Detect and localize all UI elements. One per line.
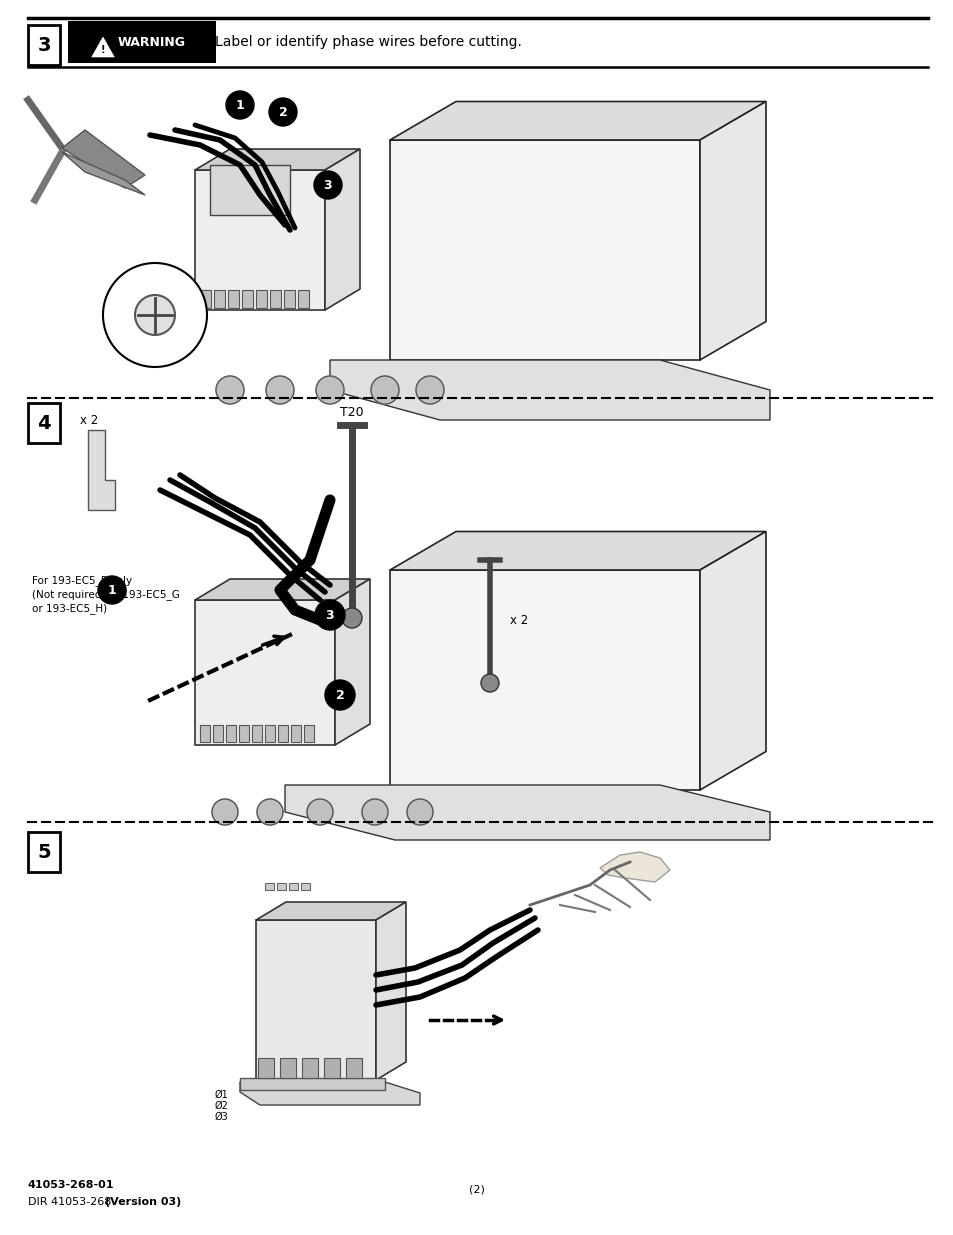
Text: WARNING: WARNING bbox=[118, 36, 186, 48]
Bar bbox=[276, 883, 286, 890]
Bar bbox=[301, 883, 310, 890]
Text: 1: 1 bbox=[108, 583, 116, 597]
Circle shape bbox=[371, 375, 398, 404]
Bar bbox=[194, 600, 335, 745]
Bar bbox=[252, 725, 262, 742]
Circle shape bbox=[266, 375, 294, 404]
Text: Label or identify phase wires before cutting.: Label or identify phase wires before cut… bbox=[214, 35, 521, 49]
Bar bbox=[257, 1058, 274, 1078]
Bar bbox=[277, 725, 288, 742]
Bar bbox=[28, 25, 60, 65]
Text: Ø1: Ø1 bbox=[214, 1091, 228, 1100]
Text: (Version 03): (Version 03) bbox=[105, 1197, 181, 1207]
Polygon shape bbox=[335, 579, 370, 745]
Bar bbox=[346, 1058, 361, 1078]
Bar bbox=[68, 21, 215, 63]
Bar bbox=[255, 290, 267, 308]
Circle shape bbox=[314, 600, 345, 630]
Polygon shape bbox=[325, 149, 359, 310]
Circle shape bbox=[103, 263, 207, 367]
Circle shape bbox=[325, 680, 355, 710]
Bar bbox=[213, 725, 223, 742]
Polygon shape bbox=[90, 35, 116, 58]
Circle shape bbox=[256, 799, 283, 825]
Bar bbox=[304, 725, 314, 742]
Bar bbox=[200, 290, 211, 308]
Bar bbox=[291, 725, 301, 742]
Bar bbox=[390, 140, 700, 359]
Bar bbox=[28, 832, 60, 872]
Text: 3: 3 bbox=[37, 36, 51, 54]
Polygon shape bbox=[700, 101, 765, 359]
Circle shape bbox=[212, 799, 237, 825]
Text: For 193-EC5_F only
(Not required for 193-EC5_G
or 193-EC5_H): For 193-EC5_F only (Not required for 193… bbox=[32, 576, 180, 614]
Bar bbox=[239, 725, 249, 742]
Polygon shape bbox=[330, 359, 769, 420]
Circle shape bbox=[135, 295, 174, 335]
Bar bbox=[265, 883, 274, 890]
Bar bbox=[226, 725, 235, 742]
Text: Ø3: Ø3 bbox=[214, 1112, 228, 1123]
Circle shape bbox=[341, 608, 361, 629]
Bar bbox=[200, 725, 210, 742]
Bar bbox=[324, 1058, 339, 1078]
Text: x 2: x 2 bbox=[510, 614, 528, 626]
Polygon shape bbox=[255, 902, 406, 920]
Bar bbox=[210, 165, 290, 215]
Bar bbox=[280, 1058, 295, 1078]
Polygon shape bbox=[700, 531, 765, 790]
Text: 2: 2 bbox=[278, 105, 287, 119]
Polygon shape bbox=[390, 531, 765, 571]
Polygon shape bbox=[62, 152, 145, 195]
Polygon shape bbox=[375, 902, 406, 1079]
Circle shape bbox=[416, 375, 443, 404]
Circle shape bbox=[480, 674, 498, 692]
Circle shape bbox=[98, 576, 126, 604]
Text: Ø2: Ø2 bbox=[213, 1100, 228, 1112]
Circle shape bbox=[361, 799, 388, 825]
Text: 1: 1 bbox=[235, 99, 244, 111]
Polygon shape bbox=[194, 579, 370, 600]
Polygon shape bbox=[240, 1082, 419, 1105]
Bar bbox=[194, 170, 325, 310]
Polygon shape bbox=[194, 149, 359, 170]
Text: 3: 3 bbox=[325, 609, 334, 621]
Bar bbox=[289, 883, 297, 890]
Bar bbox=[284, 290, 294, 308]
Text: !: ! bbox=[101, 44, 105, 56]
Bar bbox=[255, 920, 375, 1079]
Text: (2): (2) bbox=[469, 1186, 484, 1195]
Circle shape bbox=[269, 98, 296, 126]
Bar bbox=[240, 1078, 385, 1091]
Text: DIR 41053-268: DIR 41053-268 bbox=[28, 1197, 114, 1207]
Bar bbox=[390, 571, 700, 790]
Text: 5: 5 bbox=[37, 842, 51, 862]
Circle shape bbox=[307, 799, 333, 825]
Polygon shape bbox=[390, 101, 765, 140]
Circle shape bbox=[407, 799, 433, 825]
Circle shape bbox=[215, 375, 244, 404]
Text: 4: 4 bbox=[37, 414, 51, 432]
Text: 2: 2 bbox=[335, 688, 344, 701]
Text: T20: T20 bbox=[340, 405, 363, 419]
Circle shape bbox=[314, 170, 341, 199]
Polygon shape bbox=[62, 130, 145, 188]
Bar bbox=[270, 290, 281, 308]
Polygon shape bbox=[285, 785, 769, 840]
Circle shape bbox=[226, 91, 253, 119]
Text: 41053-268-01: 41053-268-01 bbox=[28, 1179, 114, 1191]
Text: 3: 3 bbox=[323, 179, 332, 191]
Polygon shape bbox=[88, 430, 115, 510]
Circle shape bbox=[315, 375, 344, 404]
Bar bbox=[302, 1058, 317, 1078]
Bar bbox=[297, 290, 309, 308]
Bar bbox=[242, 290, 253, 308]
Bar bbox=[265, 725, 274, 742]
Bar bbox=[228, 290, 239, 308]
Bar bbox=[213, 290, 225, 308]
Text: x 2: x 2 bbox=[80, 414, 98, 426]
Polygon shape bbox=[599, 852, 669, 882]
Bar bbox=[28, 403, 60, 443]
